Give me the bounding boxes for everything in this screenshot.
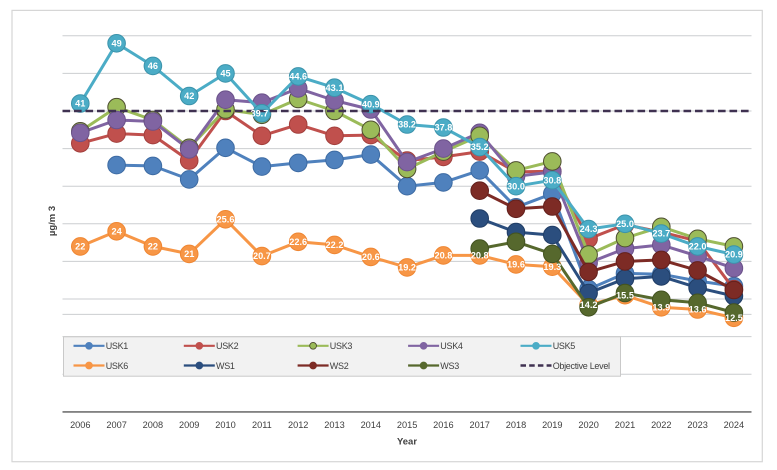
svg-text:WS1: WS1 bbox=[216, 361, 235, 371]
svg-text:2009: 2009 bbox=[179, 420, 199, 430]
svg-text:20.7: 20.7 bbox=[253, 251, 271, 261]
svg-text:22.0: 22.0 bbox=[689, 242, 707, 252]
svg-text:22: 22 bbox=[148, 242, 158, 252]
svg-text:2017: 2017 bbox=[469, 420, 489, 430]
svg-text:2015: 2015 bbox=[397, 420, 417, 430]
svg-text:41: 41 bbox=[75, 99, 85, 109]
svg-text:19.3: 19.3 bbox=[543, 262, 561, 272]
svg-text:19.2: 19.2 bbox=[398, 263, 416, 273]
svg-text:14.2: 14.2 bbox=[580, 300, 598, 310]
svg-text:USK6: USK6 bbox=[106, 361, 129, 371]
svg-text:38.2: 38.2 bbox=[398, 120, 416, 130]
svg-text:22: 22 bbox=[75, 242, 85, 252]
svg-text:2016: 2016 bbox=[433, 420, 453, 430]
svg-text:46: 46 bbox=[148, 61, 158, 71]
svg-text:24.3: 24.3 bbox=[580, 224, 598, 234]
svg-text:WS2: WS2 bbox=[330, 361, 349, 371]
svg-text:35.2: 35.2 bbox=[471, 142, 489, 152]
svg-text:USK3: USK3 bbox=[330, 341, 353, 351]
svg-text:21: 21 bbox=[184, 249, 194, 259]
svg-text:19.6: 19.6 bbox=[507, 260, 525, 270]
svg-text:2024: 2024 bbox=[724, 420, 744, 430]
svg-text:2022: 2022 bbox=[651, 420, 671, 430]
svg-text:15.5: 15.5 bbox=[616, 290, 634, 300]
svg-text:2014: 2014 bbox=[361, 420, 381, 430]
svg-text:24: 24 bbox=[111, 226, 122, 236]
svg-text:37.8: 37.8 bbox=[434, 123, 452, 133]
svg-text:USK5: USK5 bbox=[553, 341, 576, 351]
svg-text:30.0: 30.0 bbox=[507, 181, 525, 191]
svg-text:49: 49 bbox=[111, 38, 121, 48]
svg-text:40.9: 40.9 bbox=[362, 99, 380, 109]
svg-text:39.7: 39.7 bbox=[250, 108, 268, 118]
svg-text:Year: Year bbox=[397, 437, 417, 448]
svg-text:23.7: 23.7 bbox=[652, 229, 670, 239]
svg-text:20.9: 20.9 bbox=[725, 250, 743, 260]
svg-text:2013: 2013 bbox=[324, 420, 344, 430]
svg-text:2012: 2012 bbox=[288, 420, 308, 430]
svg-text:2023: 2023 bbox=[687, 420, 707, 430]
svg-text:13.9: 13.9 bbox=[652, 302, 670, 312]
svg-text:44.6: 44.6 bbox=[289, 72, 307, 82]
svg-text:2021: 2021 bbox=[615, 420, 635, 430]
svg-text:12.5: 12.5 bbox=[725, 313, 743, 323]
svg-text:25.0: 25.0 bbox=[616, 219, 634, 229]
svg-text:22.6: 22.6 bbox=[289, 237, 307, 247]
svg-text:20.6: 20.6 bbox=[362, 252, 380, 262]
svg-text:22.2: 22.2 bbox=[326, 240, 344, 250]
svg-text:µg/m 3: µg/m 3 bbox=[47, 206, 58, 236]
svg-text:2007: 2007 bbox=[106, 420, 126, 430]
svg-text:2018: 2018 bbox=[506, 420, 526, 430]
svg-text:2010: 2010 bbox=[215, 420, 235, 430]
svg-text:45: 45 bbox=[220, 69, 230, 79]
svg-text:20.8: 20.8 bbox=[471, 251, 489, 261]
svg-text:2011: 2011 bbox=[252, 420, 272, 430]
svg-text:20.8: 20.8 bbox=[434, 251, 452, 261]
svg-text:2006: 2006 bbox=[70, 420, 90, 430]
svg-text:2008: 2008 bbox=[143, 420, 163, 430]
svg-text:WS3: WS3 bbox=[440, 361, 459, 371]
svg-text:2020: 2020 bbox=[578, 420, 598, 430]
svg-text:USK2: USK2 bbox=[216, 341, 239, 351]
svg-text:42: 42 bbox=[184, 91, 194, 101]
svg-text:30.8: 30.8 bbox=[543, 175, 561, 185]
svg-text:USK4: USK4 bbox=[440, 341, 463, 351]
svg-text:USK1: USK1 bbox=[106, 341, 129, 351]
svg-text:2019: 2019 bbox=[542, 420, 562, 430]
svg-text:13.6: 13.6 bbox=[689, 305, 707, 315]
svg-text:43.1: 43.1 bbox=[326, 83, 344, 93]
svg-text:25.6: 25.6 bbox=[217, 214, 235, 224]
svg-text:Objective Level: Objective Level bbox=[553, 361, 610, 371]
